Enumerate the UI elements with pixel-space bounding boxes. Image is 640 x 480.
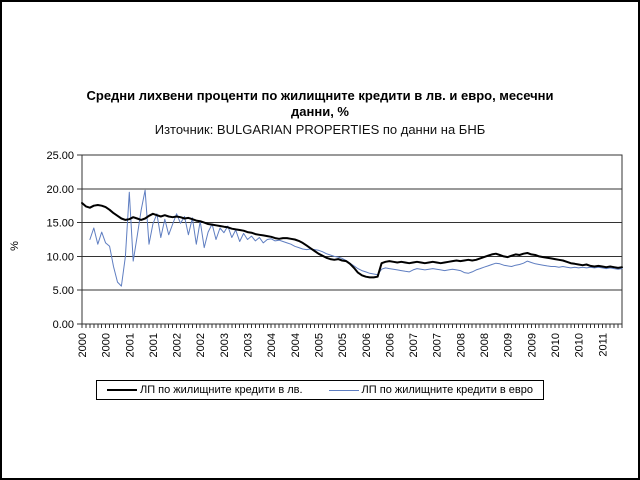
svg-text:2004: 2004 — [290, 333, 302, 357]
svg-text:10.00: 10.00 — [46, 251, 74, 263]
svg-text:2006: 2006 — [361, 333, 373, 357]
svg-text:2003: 2003 — [243, 333, 255, 357]
svg-text:2006: 2006 — [384, 333, 396, 357]
svg-text:2004: 2004 — [266, 333, 278, 357]
svg-text:15.00: 15.00 — [46, 218, 74, 230]
svg-text:25.00: 25.00 — [46, 150, 74, 162]
chart-title-line2: данни, % — [291, 104, 349, 119]
svg-text:5.00: 5.00 — [53, 285, 74, 297]
svg-text:2009: 2009 — [526, 333, 538, 357]
svg-text:2005: 2005 — [337, 333, 349, 357]
svg-text:0.00: 0.00 — [53, 319, 74, 331]
svg-text:2007: 2007 — [408, 333, 420, 357]
legend-label-bgn: ЛП по жилищните кредити в лв. — [139, 384, 303, 396]
svg-text:2001: 2001 — [148, 333, 160, 357]
svg-text:2008: 2008 — [479, 333, 491, 357]
svg-text:2002: 2002 — [195, 333, 207, 357]
svg-text:2003: 2003 — [219, 333, 231, 357]
svg-text:2002: 2002 — [172, 333, 184, 357]
svg-text:2000: 2000 — [77, 333, 89, 357]
bgn-line-swatch-icon — [106, 389, 137, 391]
legend-label-eur: ЛП по жилищните кредити в евро — [361, 384, 534, 396]
legend: ЛП по жилищните кредити в лв. ЛП по жили… — [95, 380, 545, 400]
svg-text:2001: 2001 — [124, 333, 136, 357]
chart-title-block: Средни лихвени проценти по жилищните кре… — [2, 88, 638, 138]
svg-text:2011: 2011 — [597, 333, 609, 357]
svg-text:2000: 2000 — [101, 333, 113, 357]
svg-text:2005: 2005 — [313, 333, 325, 357]
plot-area: 0.00 5.00 10.00 15.00 20.00 25.00 2000 2000 2001… — [46, 150, 623, 357]
legend-item-eur: ЛП по жилищните кредити в евро — [328, 384, 534, 396]
svg-text:2008: 2008 — [455, 333, 467, 357]
svg-text:2010: 2010 — [574, 333, 586, 357]
svg-text:2010: 2010 — [550, 333, 562, 357]
chart-subtitle: Източник: BULGARIAN PROPERTIES по данни … — [154, 122, 486, 137]
chart-title-line1: Средни лихвени проценти по жилищните кре… — [86, 88, 554, 103]
svg-text:20.00: 20.00 — [46, 184, 74, 196]
legend-item-bgn: ЛП по жилищните кредити в лв. — [106, 384, 303, 396]
eur-line-swatch-icon — [328, 389, 359, 391]
svg-text:2009: 2009 — [503, 333, 515, 357]
svg-text:2007: 2007 — [432, 333, 444, 357]
